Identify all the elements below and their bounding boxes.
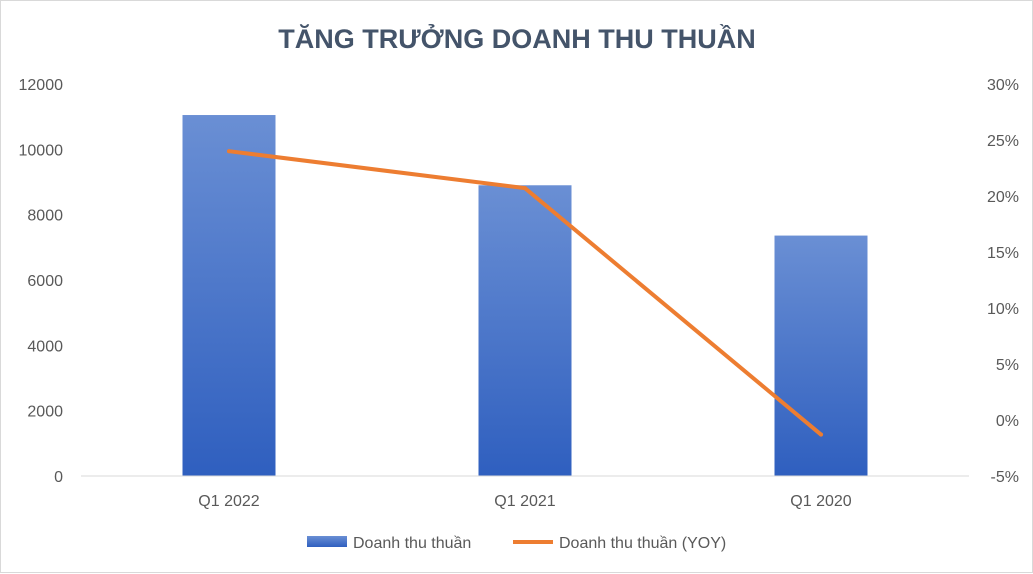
left-axis-ticks: 0 2000 4000 6000 8000 10000 12000 (19, 77, 64, 486)
yoy-point-q1-2020 (819, 432, 823, 437)
category-labels: Q1 2022 Q1 2021 Q1 2020 (198, 493, 851, 510)
yoy-line-layer (227, 149, 823, 437)
right-axis-tick-label: 5% (996, 357, 1019, 374)
left-axis-tick-label: 0 (54, 469, 63, 486)
right-axis-tick-label: 15% (987, 245, 1019, 262)
category-label: Q1 2020 (790, 493, 851, 510)
left-axis-tick-label: 10000 (19, 142, 64, 159)
legend-swatch-bar (307, 536, 347, 547)
category-label: Q1 2021 (494, 493, 555, 510)
yoy-point-q1-2022 (227, 149, 231, 154)
chart-title: TĂNG TRƯỞNG DOANH THU THUẦN (278, 22, 755, 54)
bar-q1-2020 (774, 235, 868, 476)
right-axis-tick-label: -5% (991, 469, 1019, 486)
right-axis-tick-label: 30% (987, 77, 1019, 94)
bar-q1-2022 (182, 115, 276, 477)
right-axis-tick-label: 20% (987, 189, 1019, 206)
category-label: Q1 2022 (198, 493, 259, 510)
right-axis-tick-label: 25% (987, 133, 1019, 150)
left-axis-tick-label: 4000 (27, 338, 63, 355)
bar-q1-2021 (478, 185, 572, 476)
left-axis-tick-label: 8000 (27, 208, 63, 225)
right-axis-tick-label: 0% (996, 413, 1019, 430)
right-axis-tick-label: 10% (987, 301, 1019, 318)
left-axis-tick-label: 12000 (19, 77, 64, 94)
legend-label-bar: Doanh thu thuần (353, 535, 471, 552)
legend: Doanh thu thuần Doanh thu thuần (YOY) (307, 535, 726, 552)
left-axis-tick-label: 6000 (27, 273, 63, 290)
right-axis-ticks: -5% 0% 5% 10% 15% 20% 25% 30% (987, 77, 1019, 486)
yoy-point-q1-2021 (523, 186, 527, 191)
legend-label-line: Doanh thu thuần (YOY) (559, 535, 726, 552)
bars-layer (182, 115, 868, 477)
left-axis-tick-label: 2000 (27, 404, 63, 421)
